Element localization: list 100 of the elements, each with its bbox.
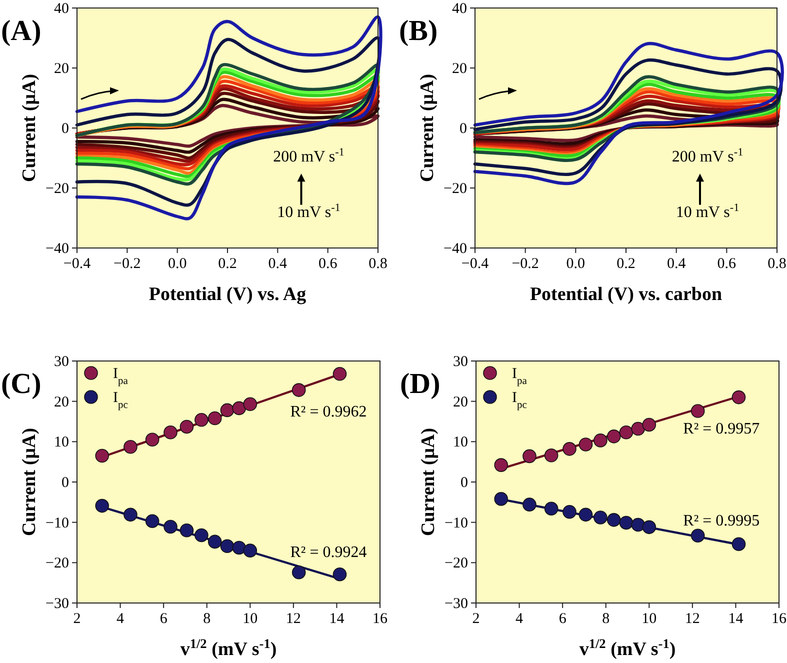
- y-tick-label: −10: [444, 515, 468, 532]
- x-tick-label: 0.2: [218, 256, 237, 272]
- y-tick-label: −30: [444, 596, 468, 612]
- x-tick-label: 0.8: [768, 256, 786, 272]
- y-tick-label: 10: [54, 434, 69, 451]
- y-tick-label: −40: [46, 241, 69, 257]
- y-tick-label: 20: [54, 394, 69, 410]
- x-tick-label: 8: [203, 611, 211, 627]
- point: [544, 448, 558, 462]
- y-axis-title: Current (μA): [417, 74, 438, 182]
- point: [562, 504, 576, 519]
- y-tick-label: −20: [444, 181, 467, 197]
- x-tick-label: 16: [372, 611, 388, 627]
- x-tick-label: 4: [116, 611, 125, 627]
- y-tick-label: 0: [62, 475, 69, 491]
- legend-label: I$_{pa}$: [113, 366, 128, 386]
- y-tick-label: 0: [62, 121, 69, 137]
- x-tick-label: 0.6: [717, 256, 737, 272]
- annotation: R² = 0.9957: [683, 420, 760, 438]
- x-axis-title: Potential (V) vs. Ag: [148, 284, 307, 305]
- point: [243, 397, 258, 412]
- x-tick-label: 0.6: [318, 256, 338, 272]
- annotation: 200 mV s$^{-1}$: [672, 146, 744, 166]
- x-tick-label: 0.4: [666, 256, 686, 272]
- y-tick-label: 30: [453, 354, 468, 370]
- point: [164, 425, 178, 440]
- point: [619, 425, 634, 440]
- y-tick-label: −20: [46, 181, 69, 197]
- point: [690, 528, 705, 543]
- point: [631, 422, 646, 436]
- annotation: R² = 0.9924: [290, 544, 367, 562]
- legend-label: I$_{pc}$: [113, 390, 128, 410]
- y-tick-label: −20: [444, 556, 468, 572]
- point: [95, 448, 110, 463]
- point: [332, 367, 347, 381]
- x-tick-label: 6: [558, 611, 567, 627]
- annotation: 10 mV s$^{-1}$: [676, 202, 740, 221]
- point: [544, 502, 558, 516]
- y-tick-label: 10: [453, 434, 468, 451]
- y-axis-title: Current (μA): [19, 74, 40, 182]
- y-tick-label: −20: [46, 556, 69, 572]
- point: [292, 383, 306, 397]
- legend-label: I$_{pa}$: [512, 366, 528, 386]
- point: [232, 401, 246, 416]
- annotation: 10 mV s$^{-1}$: [277, 202, 340, 221]
- x-tick-label: 4: [516, 611, 524, 627]
- y-tick-label: −10: [46, 515, 69, 532]
- point: [194, 528, 208, 542]
- chart-title: (A): [1, 15, 42, 47]
- point: [594, 510, 608, 524]
- x-tick-label: −0.2: [114, 256, 141, 272]
- x-tick-label: −0.4: [63, 256, 92, 272]
- x-tick-label: 8: [602, 611, 610, 627]
- point: [180, 524, 194, 538]
- x-tick-label: −0.2: [512, 256, 539, 272]
- x-tick-label: 0.0: [168, 256, 187, 272]
- point: [164, 520, 178, 534]
- point: [606, 430, 621, 444]
- point: [732, 390, 746, 404]
- x-tick-label: 0.2: [616, 256, 636, 272]
- point: [494, 492, 508, 506]
- point: [208, 534, 222, 549]
- x-axis-title: Potential (V) vs. carbon: [530, 284, 722, 305]
- point: [180, 420, 194, 434]
- x-tick-label: 14: [329, 611, 345, 627]
- x-tick-label: 6: [160, 611, 168, 627]
- point: [494, 458, 508, 472]
- point: [732, 537, 746, 552]
- y-tick-label: −40: [444, 241, 467, 257]
- point: [619, 516, 634, 530]
- point: [522, 449, 536, 464]
- legend-label: I$_{pc}$: [512, 390, 528, 410]
- point: [578, 508, 593, 522]
- point: [243, 544, 258, 558]
- x-tick-label: 10: [242, 611, 258, 627]
- x-tick-label: 10: [642, 611, 657, 627]
- point: [562, 442, 576, 456]
- x-tick-label: 12: [684, 611, 700, 627]
- point: [594, 434, 608, 448]
- point: [578, 438, 593, 452]
- point: [124, 508, 138, 522]
- annotation: R² = 0.9995: [683, 512, 760, 530]
- annotation: R² = 0.9962: [290, 404, 367, 421]
- x-tick-label: 2: [472, 611, 480, 627]
- y-tick-label: 40: [54, 1, 69, 17]
- point: [145, 432, 160, 447]
- x-tick-label: 0.8: [368, 256, 388, 272]
- x-tick-label: 14: [728, 611, 744, 627]
- chart-title: (C): [1, 368, 42, 400]
- x-tick-label: 16: [772, 611, 787, 627]
- point: [631, 518, 646, 532]
- y-tick-label: 30: [54, 354, 69, 370]
- y-axis-title: Current (μA): [19, 428, 40, 536]
- chart-title: (D): [400, 368, 440, 400]
- y-tick-label: 20: [452, 61, 467, 77]
- annotation: 200 mV s$^{-1}$: [273, 146, 344, 166]
- y-tick-label: 20: [54, 61, 69, 77]
- point: [124, 440, 138, 454]
- y-tick-label: 20: [453, 394, 468, 410]
- x-axis-title: v$^{1/2}$ (mV s$^{-1}$): [180, 636, 277, 660]
